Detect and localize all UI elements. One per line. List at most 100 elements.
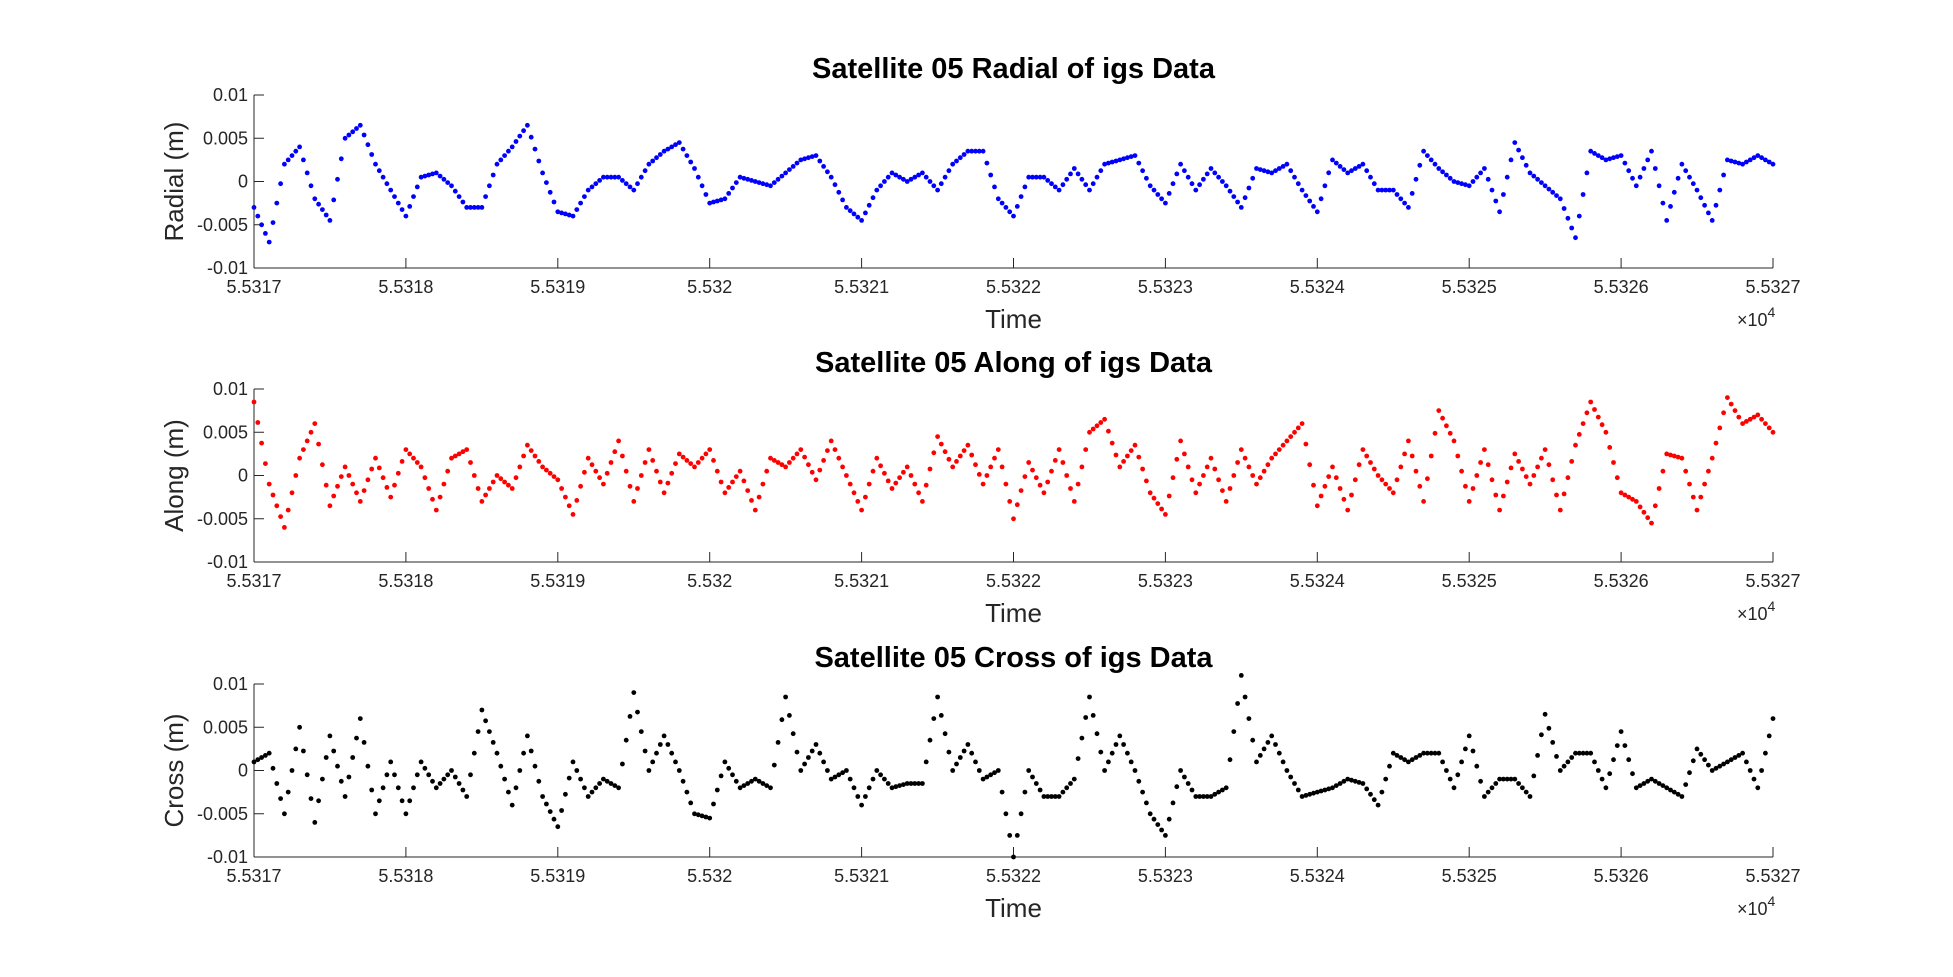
data-point [1261,468,1267,474]
data-point [1751,155,1757,161]
data-point [327,218,333,223]
data-point [471,205,477,210]
y-tick-label: 0.005 [203,717,248,737]
data-point [1630,771,1635,777]
data-point [1014,502,1020,508]
data-point [1531,473,1537,478]
data-point [1402,757,1407,763]
data-point [771,180,777,186]
data-point [487,183,492,189]
data-point [1330,464,1335,470]
data-point [1033,475,1039,481]
data-point [1550,740,1556,745]
y-tick-label: -0.01 [207,258,248,278]
data-point [1402,200,1407,206]
data-point [1413,755,1419,760]
data-point [1747,416,1753,422]
data-point [1125,453,1130,459]
chart-title: Satellite 05 Along of igs Data [815,347,1213,379]
data-point [494,161,500,167]
data-point [825,768,830,773]
x-tick-label: 5.5327 [1745,866,1800,886]
data-point [293,473,299,478]
data-point [1117,464,1123,470]
data-point [1311,204,1316,209]
data-point [414,184,420,190]
data-point [1656,781,1662,786]
data-point [916,781,921,786]
data-point [380,174,386,180]
data-point [464,794,470,799]
data-point [525,442,530,448]
data-point [904,464,910,470]
data-point [1626,168,1632,174]
data-point [547,189,553,195]
data-point [1755,785,1761,791]
data-point [597,781,602,786]
data-point [1501,493,1506,499]
data-point [1664,785,1670,791]
data-point [809,748,815,754]
data-point [304,170,310,176]
data-point [1322,183,1328,189]
data-point [1633,785,1639,791]
y-axis-label: Along (m) [159,419,189,532]
data-point [1166,816,1172,822]
data-point [745,781,751,786]
data-point [338,474,344,479]
data-point [995,447,1001,452]
data-point [1128,759,1134,765]
data-point [574,207,580,213]
x-tick-label: 5.5319 [530,277,585,297]
data-point [1292,429,1297,435]
data-point [1607,156,1613,162]
data-point [1595,414,1601,420]
data-point [563,211,568,217]
data-point [251,399,257,405]
data-point [320,207,325,213]
data-point [669,750,675,756]
data-point [1675,175,1681,181]
data-point [1618,153,1624,159]
data-point [1341,496,1347,502]
data-point [1687,770,1692,776]
data-point [904,179,910,184]
data-point [999,464,1005,470]
data-point [593,181,599,187]
data-point [479,707,485,713]
data-point [1379,477,1385,483]
data-point [1360,781,1366,786]
data-point [1003,811,1009,817]
data-point [1683,168,1689,174]
data-point [1728,401,1734,407]
data-point [1299,794,1305,799]
data-point [399,459,405,464]
data-point [1060,789,1066,795]
data-point [995,196,1001,202]
data-point [1197,794,1202,799]
data-point [620,761,625,767]
data-point [1341,167,1347,173]
data-point [798,768,804,773]
data-point [980,148,986,154]
data-point [1318,493,1324,499]
data-point [1763,421,1768,426]
data-point [365,763,371,769]
data-point [620,178,625,183]
data-point [301,748,306,754]
data-point [749,178,754,183]
data-point [433,507,439,513]
data-point [487,486,492,491]
x-tick-label: 5.5323 [1138,277,1193,297]
data-point [836,189,842,195]
data-point [403,213,409,219]
data-point [1189,181,1195,187]
data-point [828,174,834,180]
data-point [1463,483,1468,489]
data-point [1622,160,1628,166]
data-point [1436,166,1442,171]
data-point [1333,160,1339,166]
data-point [1603,157,1609,163]
data-point [1026,768,1032,773]
data-point [844,205,849,210]
